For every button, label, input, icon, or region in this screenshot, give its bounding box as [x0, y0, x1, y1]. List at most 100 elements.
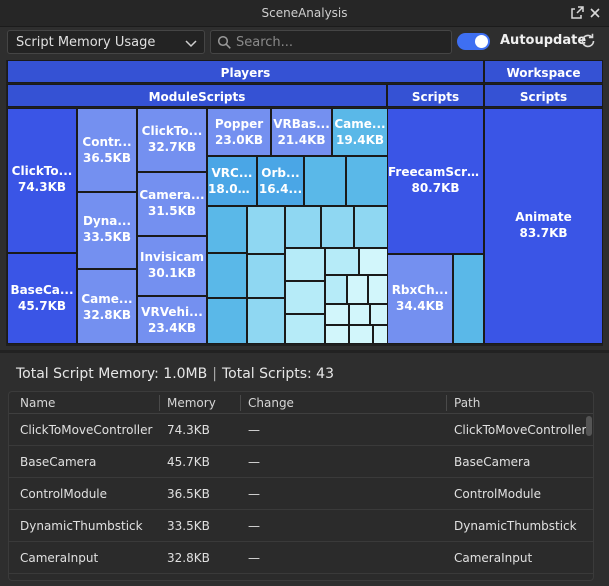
tile-unlabeled[interactable] [325, 304, 349, 325]
tile-unlabeled[interactable] [354, 206, 388, 248]
table-row[interactable]: BaseCamera 45.7KB — BaseCamera [9, 446, 593, 478]
tile-unlabeled[interactable] [285, 248, 325, 281]
tile-base-camera[interactable]: BaseCa... 45.7KB [7, 253, 77, 344]
column-divider[interactable] [159, 395, 160, 411]
autoupdate-label: Autoupdate [500, 33, 587, 48]
tile-animate[interactable]: Animate 83.7KB [484, 108, 603, 344]
tile-name: Contr... [82, 135, 132, 149]
column-path[interactable]: Path [454, 396, 481, 410]
tile-click-to-move-display[interactable]: ClickTo... 32.7KB [137, 108, 207, 172]
tile-vr-camera[interactable]: VRC... 18.0KB [207, 156, 257, 206]
view-select[interactable]: Script Memory Usage [7, 30, 205, 54]
cell-name: ControlModule [20, 487, 108, 501]
tile-unlabeled[interactable] [285, 206, 321, 248]
group-workspace[interactable]: Workspace [484, 60, 603, 83]
tile-freecam-script[interactable]: FreecamScript 80.7KB [387, 108, 484, 254]
tile-unlabeled[interactable] [346, 156, 388, 206]
search-icon [217, 35, 232, 50]
tile-unlabeled[interactable] [325, 275, 347, 304]
autoupdate-toggle[interactable] [457, 33, 490, 50]
group-module-scripts[interactable]: ModuleScripts [7, 84, 387, 107]
tile-size: 21.4KB [277, 133, 326, 147]
cell-path: CameraInput [454, 551, 533, 565]
table-scrollbar[interactable] [586, 416, 592, 436]
tile-click-to-move-controller[interactable]: ClickTo... 74.3KB [7, 108, 77, 253]
tile-unlabeled[interactable] [349, 325, 373, 344]
column-name[interactable]: Name [20, 396, 56, 410]
tile-unlabeled[interactable] [247, 254, 285, 298]
tile-name: FreecamScript [388, 165, 483, 179]
close-icon[interactable] [587, 5, 603, 21]
tile-rbx-character-sounds[interactable]: RbxCh... 34.4KB [387, 254, 453, 344]
search-input[interactable] [236, 33, 446, 51]
tile-unlabeled[interactable] [285, 281, 325, 314]
column-memory[interactable]: Memory [167, 396, 216, 410]
pop-out-icon[interactable] [569, 5, 585, 21]
tile-unlabeled[interactable] [368, 275, 388, 304]
tile-size: 18.0KB [208, 182, 256, 196]
cell-path: BaseCamera [454, 455, 531, 469]
column-change[interactable]: Change [248, 396, 294, 410]
tile-name: Invisicam [140, 250, 204, 264]
summary: Total Script Memory: 1.0MB | Total Scripts… [16, 366, 334, 382]
window-title: SceneAnalysis [261, 6, 348, 20]
tile-unlabeled[interactable] [304, 156, 346, 206]
tile-unlabeled[interactable] [453, 254, 484, 344]
tile-unlabeled[interactable] [207, 253, 247, 298]
tile-size: 83.7KB [519, 226, 568, 240]
tile-invisicam[interactable]: Invisicam 30.1KB [137, 236, 207, 296]
tile-popper[interactable]: Popper 23.0KB [207, 108, 271, 156]
group-players-scripts[interactable]: Scripts [387, 84, 484, 107]
table-header: Name Memory Change Path [9, 392, 593, 414]
search-box[interactable] [210, 30, 452, 54]
tile-unlabeled[interactable] [325, 248, 359, 275]
cell-change: — [248, 551, 260, 565]
refresh-icon[interactable] [579, 32, 597, 50]
cell-memory: 36.5KB [167, 487, 210, 501]
tile-name: Animate [515, 210, 572, 224]
table-row[interactable]: DynamicThumbstick 33.5KB — DynamicThumbs… [9, 510, 593, 542]
tile-name: Popper [214, 117, 264, 131]
tile-unlabeled[interactable] [373, 325, 388, 344]
tile-size: 45.7KB [17, 299, 67, 313]
tile-unlabeled[interactable] [349, 304, 370, 325]
tile-unlabeled[interactable] [247, 298, 285, 344]
tile-dynamic-thumbstick[interactable]: Dyna... 33.5KB [77, 192, 137, 269]
cell-name: CameraInput [20, 551, 99, 565]
table-row[interactable]: ControlModule 36.5KB — ControlModule [9, 478, 593, 510]
tile-orbital-camera[interactable]: Orb... 16.4... [257, 156, 304, 206]
tile-unlabeled[interactable] [285, 314, 325, 344]
tile-name: Came... [334, 117, 386, 131]
tile-unlabeled[interactable] [207, 206, 247, 253]
tile-camera-input[interactable]: Came... 32.8KB [77, 269, 137, 344]
group-workspace-scripts[interactable]: Scripts [484, 84, 603, 107]
tile-unlabeled[interactable] [370, 304, 388, 325]
tile-camera-toggle-state[interactable]: Came... 19.4KB [332, 108, 388, 156]
column-divider[interactable] [446, 395, 447, 411]
splitter[interactable] [0, 350, 609, 353]
tile-vr-base-camera[interactable]: VRBas... 21.4KB [271, 108, 332, 156]
tile-unlabeled[interactable] [207, 298, 247, 344]
cell-change: — [248, 455, 260, 469]
tile-name: VRVehi... [141, 305, 203, 319]
tile-size: 23.4KB [147, 321, 197, 335]
tile-unlabeled[interactable] [247, 206, 285, 254]
tile-size: 30.1KB [147, 266, 197, 280]
column-divider[interactable] [240, 395, 241, 411]
table-row[interactable]: CameraInput 32.8KB — CameraInput [9, 542, 593, 574]
tile-unlabeled[interactable] [325, 325, 349, 344]
group-players[interactable]: Players [7, 60, 484, 83]
tile-camera-utils[interactable]: Camera... 31.5KB [137, 172, 207, 236]
tile-name: RbxCh... [391, 283, 449, 297]
cell-path: ClickToMoveController [454, 423, 587, 437]
table-row[interactable]: ClickToMoveController 74.3KB — ClickToMo… [9, 414, 593, 446]
tile-vr-vehicle-camera[interactable]: VRVehi... 23.4KB [137, 296, 207, 344]
total-memory: Total Script Memory: 1.0MB [16, 366, 208, 382]
tile-unlabeled[interactable] [347, 275, 368, 304]
script-table: Name Memory Change Path ClickToMoveContr… [8, 391, 594, 581]
chevron-down-icon [184, 35, 198, 49]
tile-control-module[interactable]: Contr... 36.5KB [77, 108, 137, 192]
tile-unlabeled[interactable] [321, 206, 354, 248]
tile-unlabeled[interactable] [359, 248, 388, 275]
tile-name: Orb... [261, 166, 300, 180]
